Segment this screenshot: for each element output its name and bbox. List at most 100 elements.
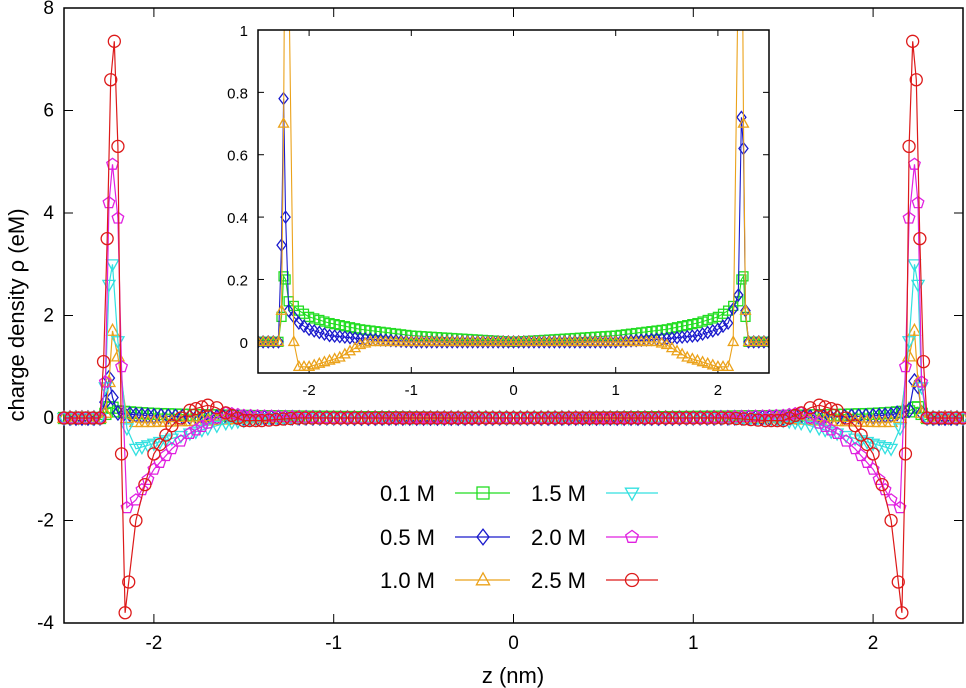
data-point [141,407,155,424]
data-point [582,411,597,425]
data-point [665,411,680,425]
legend-marker [624,487,640,502]
data-point [830,403,844,417]
data-point [701,411,715,425]
data-point [895,606,909,620]
data-point [956,411,966,425]
inset-data-point [338,347,351,359]
data-point [396,411,410,425]
data-point [877,441,893,455]
data-point [520,411,534,425]
data-point [96,354,111,369]
data-point [458,411,472,425]
data-point [456,411,470,424]
inset-series-line [258,30,769,368]
data-point [898,359,912,373]
data-point [839,411,853,425]
data-point [146,438,162,452]
data-point [129,493,143,506]
data-point [183,426,197,439]
data-point [871,440,887,454]
data-point [111,139,125,154]
data-point [201,398,215,412]
inset-data-point [740,303,751,318]
data-point [812,416,826,429]
data-point [610,411,624,425]
legend-label: 2.5 M [531,568,586,593]
inset-data-point [762,335,769,347]
inset-data-point [343,344,357,356]
inset-data-point [655,336,668,348]
data-point [803,401,817,415]
series-25M [57,34,966,620]
data-point [866,462,880,475]
y-tick-label: 0.6 [227,148,248,165]
data-point [105,259,120,273]
data-point [111,211,125,224]
data-point [382,411,396,425]
data-point [824,401,838,416]
inset-data-point [733,288,744,302]
data-point [906,34,920,48]
data-point [658,411,673,425]
data-point [106,389,119,406]
data-point [423,411,438,425]
inset-data-point [665,341,678,353]
data-point [603,411,617,425]
data-point [788,408,802,423]
data-point [486,411,500,425]
data-point [782,411,796,425]
legend-label: 1.5 M [531,481,586,506]
data-point [902,402,916,419]
data-point [927,411,941,425]
data-point [138,477,152,492]
data-point [907,259,922,273]
data-point [576,411,590,425]
data-point [527,411,541,425]
data-point [71,411,86,425]
data-point [652,411,666,425]
main-axis-ticks: -2 -1 0 1 2 -4 -2 0 2 4 6 8 [37,0,963,654]
inset-data-point [293,316,305,331]
data-point [188,426,204,440]
data-point [860,437,874,452]
data-point [276,412,291,426]
legend-marker [476,486,490,500]
y-tick-label: 0.4 [227,210,248,227]
inset-data-point [736,274,747,285]
data-point [729,411,744,426]
data-point [693,411,708,425]
inset-data-point [275,303,288,315]
data-point [291,411,305,425]
legend-label: 0.1 M [380,481,435,506]
data-point [638,411,652,425]
inset-data-point [707,323,719,338]
data-point [451,411,465,425]
inset-data-point [706,358,719,370]
legend-item: 1.5 M [531,481,658,506]
data-point [513,411,528,425]
data-point [557,411,571,424]
data-point [416,411,431,425]
data-point [854,428,868,442]
y-tick-label: 0 [240,335,248,352]
data-point [823,426,839,440]
inset-background [258,30,769,373]
data-point [548,411,562,425]
legend-marker [624,572,640,588]
data-point [722,411,736,425]
data-point [471,411,485,424]
data-point [147,447,161,461]
data-point [934,411,949,425]
inset-axis-ticks: -2 -1 0 1 2 0 0.2 0.4 0.6 0.8 1 [227,23,769,399]
x-tick-label: -2 [302,382,315,399]
y-tick-label: 0.8 [227,85,248,102]
data-point [430,411,445,425]
data-point [262,413,276,427]
data-point [631,411,645,425]
inset-data-point [701,356,714,368]
data-point [884,513,898,528]
data-point [114,447,129,461]
inset-data-point [666,331,678,346]
data-point [596,411,611,425]
